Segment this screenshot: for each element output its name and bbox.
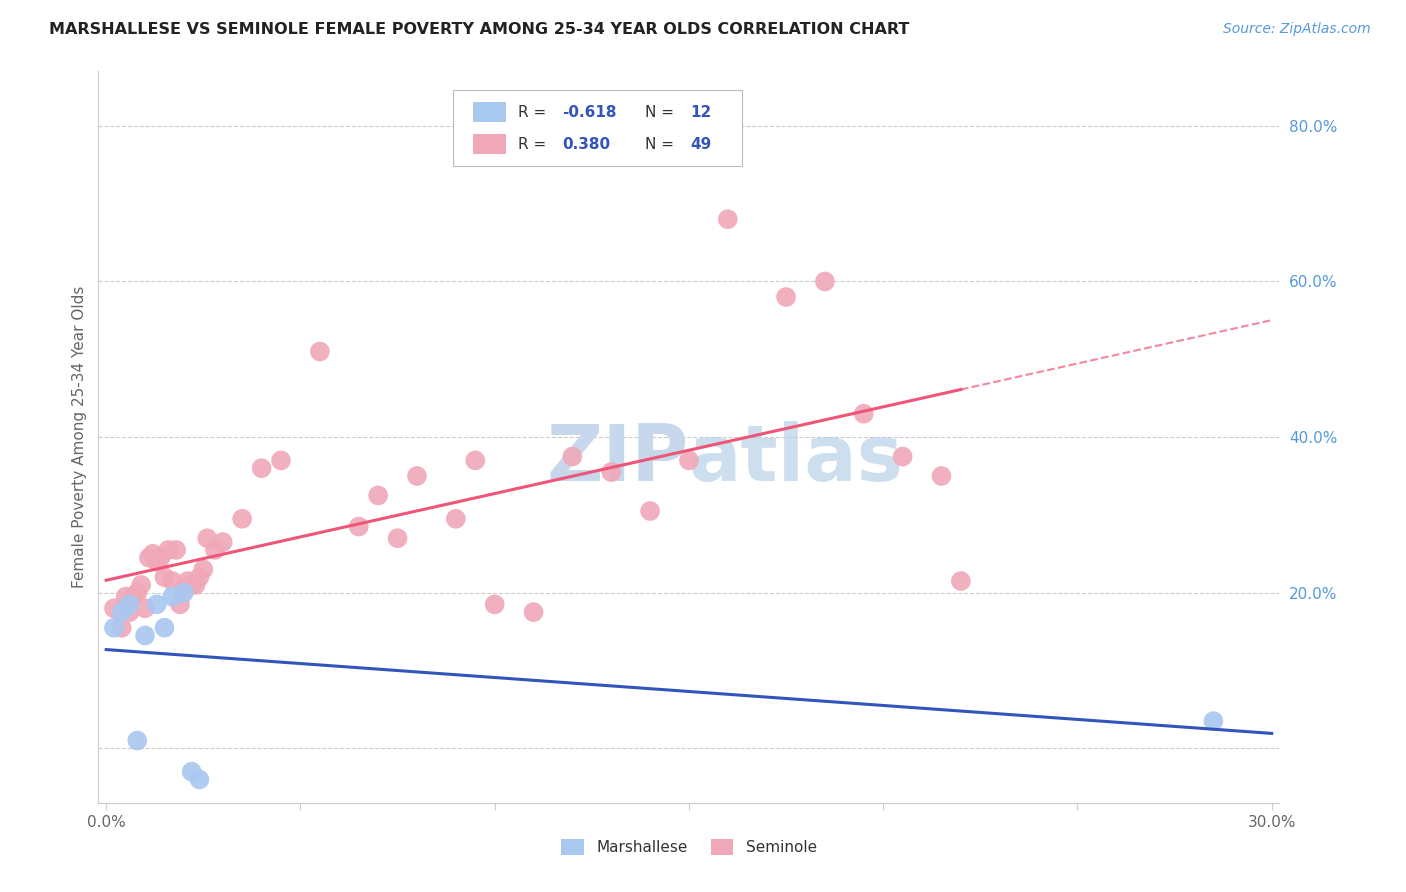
FancyBboxPatch shape <box>472 102 506 122</box>
Point <box>717 212 740 227</box>
Point <box>129 578 152 592</box>
Point <box>138 550 160 565</box>
Point <box>204 542 226 557</box>
Point <box>153 621 176 635</box>
Point <box>180 578 202 592</box>
Text: 12: 12 <box>690 104 711 120</box>
Point <box>134 628 156 642</box>
Point <box>145 555 167 569</box>
Point <box>184 578 207 592</box>
Point <box>250 461 273 475</box>
Point <box>118 605 141 619</box>
Point <box>464 453 486 467</box>
Point <box>149 550 172 565</box>
Point <box>444 512 467 526</box>
Point <box>347 519 370 533</box>
Point <box>309 344 332 359</box>
Point <box>678 453 700 467</box>
Point <box>142 547 165 561</box>
Point <box>891 450 914 464</box>
Point <box>231 512 253 526</box>
Point <box>387 531 409 545</box>
Point <box>118 598 141 612</box>
Point <box>180 764 202 779</box>
Point <box>188 570 211 584</box>
Point <box>561 450 583 464</box>
Point <box>600 465 623 479</box>
Point <box>177 574 200 588</box>
Text: atlas: atlas <box>689 421 904 497</box>
Point <box>173 585 195 599</box>
Text: 49: 49 <box>690 136 711 152</box>
Point <box>103 621 125 635</box>
Point <box>949 574 972 588</box>
FancyBboxPatch shape <box>453 90 742 167</box>
Point <box>122 590 145 604</box>
Point <box>406 469 429 483</box>
Point <box>173 582 195 596</box>
Text: Source: ZipAtlas.com: Source: ZipAtlas.com <box>1223 22 1371 37</box>
Y-axis label: Female Poverty Among 25-34 Year Olds: Female Poverty Among 25-34 Year Olds <box>72 286 87 588</box>
Point <box>169 598 191 612</box>
Point <box>165 542 187 557</box>
Point <box>134 601 156 615</box>
Point <box>103 601 125 615</box>
Point <box>1202 714 1225 728</box>
Text: R =: R = <box>517 136 546 152</box>
Point <box>775 290 797 304</box>
Point <box>153 570 176 584</box>
Point <box>145 598 167 612</box>
Point <box>195 531 218 545</box>
Point <box>484 598 506 612</box>
Point <box>162 574 183 588</box>
FancyBboxPatch shape <box>472 134 506 154</box>
Point <box>188 772 211 787</box>
Point <box>852 407 875 421</box>
Point <box>111 621 134 635</box>
Point <box>162 590 183 604</box>
Legend: Marshallese, Seminole: Marshallese, Seminole <box>555 833 823 861</box>
Point <box>211 535 233 549</box>
Text: 0.380: 0.380 <box>562 136 610 152</box>
Text: ZIP: ZIP <box>547 421 689 497</box>
Point <box>157 542 180 557</box>
Point <box>127 733 149 747</box>
Point <box>638 504 661 518</box>
Point <box>127 585 149 599</box>
Point <box>111 605 134 619</box>
Point <box>522 605 544 619</box>
Point <box>270 453 292 467</box>
Point <box>931 469 953 483</box>
Point <box>114 590 136 604</box>
Text: -0.618: -0.618 <box>562 104 617 120</box>
Point <box>814 275 837 289</box>
Text: MARSHALLESE VS SEMINOLE FEMALE POVERTY AMONG 25-34 YEAR OLDS CORRELATION CHART: MARSHALLESE VS SEMINOLE FEMALE POVERTY A… <box>49 22 910 37</box>
Text: R =: R = <box>517 104 546 120</box>
Text: N =: N = <box>645 136 675 152</box>
Point <box>193 562 215 576</box>
Point <box>367 488 389 502</box>
Text: N =: N = <box>645 104 675 120</box>
